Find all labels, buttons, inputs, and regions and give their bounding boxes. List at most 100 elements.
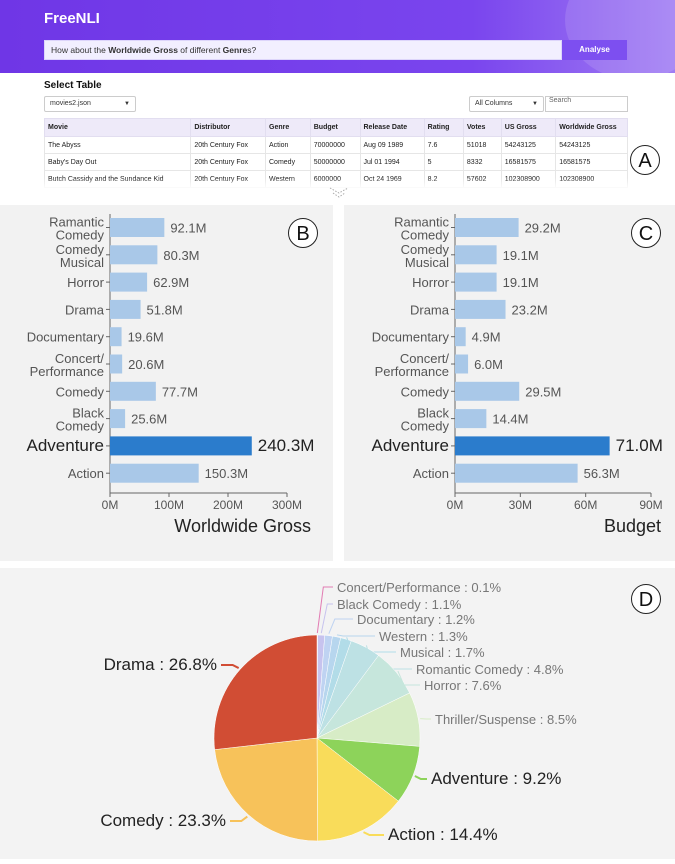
x-tick-label: 200M	[213, 498, 243, 512]
value-label: 25.6M	[131, 412, 167, 427]
bar[interactable]	[110, 300, 141, 319]
leader-line	[317, 587, 333, 633]
x-tick-label: 300M	[272, 498, 302, 512]
category-label: Horror	[67, 275, 105, 290]
expand-chevron-icon[interactable]	[324, 186, 354, 200]
x-tick-label: 0M	[102, 498, 119, 512]
value-label: 14.4M	[492, 412, 528, 427]
value-label: 150.3M	[205, 466, 248, 481]
leader-line	[363, 832, 384, 835]
x-tick-label: 60M	[574, 498, 597, 512]
column-header[interactable]: US Gross	[501, 119, 555, 137]
category-label: Comedy	[56, 228, 105, 243]
value-label: 19.1M	[503, 248, 539, 263]
pie-label: Thriller/Suspense : 8.5%	[435, 712, 577, 727]
column-header[interactable]: Budget	[310, 119, 360, 137]
bar[interactable]	[455, 355, 468, 374]
bar[interactable]	[455, 245, 497, 264]
bar[interactable]	[110, 382, 156, 401]
leader-line	[329, 619, 353, 634]
pie-slice[interactable]	[214, 635, 317, 750]
table-cell: 54243125	[501, 137, 555, 154]
search-input[interactable]: Search	[545, 96, 628, 112]
pie-label: Musical : 1.7%	[400, 645, 485, 660]
value-label: 23.2M	[512, 302, 548, 317]
bar[interactable]	[110, 436, 252, 455]
app-logo: FreeNLI	[44, 10, 100, 27]
label-b: B	[288, 218, 318, 248]
column-header[interactable]: Movie	[45, 119, 191, 137]
pie-label: Concert/Performance : 0.1%	[337, 580, 501, 595]
bar[interactable]	[455, 327, 466, 346]
category-label: Comedy	[401, 419, 450, 434]
leader-line	[337, 635, 375, 636]
chevron-down-icon: ▼	[124, 97, 130, 111]
column-header[interactable]: Worldwide Gross	[556, 119, 628, 137]
bar[interactable]	[110, 464, 199, 483]
bar[interactable]	[455, 218, 519, 237]
bar[interactable]	[110, 327, 122, 346]
bar[interactable]	[110, 245, 157, 264]
value-label: 56.3M	[584, 466, 620, 481]
value-label: 20.6M	[128, 357, 164, 372]
table-cell: 70000000	[310, 137, 360, 154]
select-table-title: Select Table	[44, 80, 102, 91]
table-cell: 20th Century Fox	[191, 137, 266, 154]
table-cell: 5	[424, 154, 463, 171]
pie-label: Adventure : 9.2%	[431, 769, 561, 788]
query-input[interactable]: How about the Worldwide Gross of differe…	[44, 40, 562, 60]
value-label: 62.9M	[153, 275, 189, 290]
table-cell: 16581575	[556, 154, 628, 171]
columns-select[interactable]: All Columns▼	[469, 96, 544, 112]
category-label: Musical	[60, 255, 104, 270]
file-select[interactable]: movies2.json▼	[44, 96, 136, 112]
chevron-down-icon: ▼	[532, 97, 538, 111]
x-tick-label: 100M	[154, 498, 184, 512]
value-label: 240.3M	[258, 436, 315, 455]
bar[interactable]	[455, 464, 578, 483]
table-cell: The Abyss	[45, 137, 191, 154]
category-label: Musical	[405, 255, 449, 270]
x-axis-title: Budget	[604, 516, 661, 536]
pie-label: Documentary : 1.2%	[357, 612, 475, 627]
category-label: Drama	[410, 302, 450, 317]
bar[interactable]	[110, 218, 164, 237]
column-header[interactable]: Release Date	[360, 119, 424, 137]
bar[interactable]	[110, 409, 125, 428]
app-header: FreeNLI How about the Worldwide Gross of…	[0, 0, 675, 73]
bar[interactable]	[455, 436, 610, 455]
column-header[interactable]: Genre	[266, 119, 311, 137]
leader-line	[221, 665, 239, 668]
table-cell: Action	[266, 137, 311, 154]
bar[interactable]	[110, 355, 122, 374]
pie-slice[interactable]	[215, 738, 318, 841]
label-d: D	[631, 584, 661, 614]
value-label: 29.2M	[525, 221, 561, 236]
x-tick-label: 0M	[447, 498, 464, 512]
bar[interactable]	[110, 273, 147, 292]
bar[interactable]	[455, 273, 497, 292]
analyse-button[interactable]: Analyse	[562, 40, 627, 60]
category-label: Performance	[30, 364, 104, 379]
bar[interactable]	[455, 300, 506, 319]
category-label: Comedy	[56, 419, 105, 434]
column-header[interactable]: Votes	[463, 119, 501, 137]
header-decoration	[565, 0, 675, 73]
column-header[interactable]: Distributor	[191, 119, 266, 137]
value-label: 29.5M	[525, 384, 561, 399]
value-label: 71.0M	[616, 436, 663, 455]
bar[interactable]	[455, 382, 519, 401]
bar[interactable]	[455, 409, 486, 428]
table-cell: Baby's Day Out	[45, 154, 191, 171]
table-cell: Aug 09 1989	[360, 137, 424, 154]
table-cell: 7.6	[424, 137, 463, 154]
category-label: Drama	[65, 302, 105, 317]
value-label: 6.0M	[474, 357, 503, 372]
column-header[interactable]: Rating	[424, 119, 463, 137]
value-label: 4.9M	[472, 330, 501, 345]
